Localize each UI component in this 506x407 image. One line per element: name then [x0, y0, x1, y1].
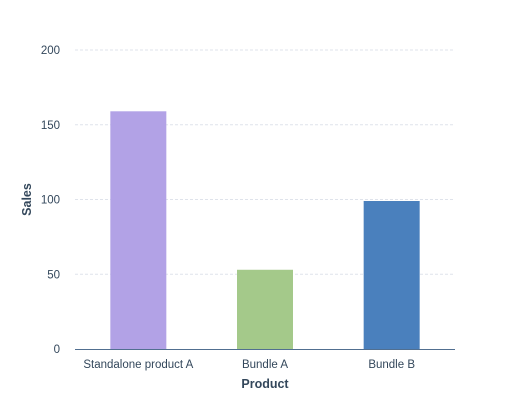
bars [110, 111, 420, 349]
x-tick-label: Bundle A [242, 359, 288, 371]
x-axis-title: Product [241, 377, 289, 391]
x-tick-label: Bundle B [368, 359, 415, 371]
y-tick-label: 100 [41, 195, 60, 207]
y-axis-ticks: 0 50 100 150 200 [41, 45, 60, 356]
bar[interactable] [110, 111, 167, 349]
y-axis-title: Sales [20, 183, 34, 216]
y-tick-label: 50 [47, 269, 60, 281]
x-tick-label: Standalone product A [83, 359, 193, 371]
y-tick-label: 200 [41, 45, 60, 57]
bar[interactable] [237, 269, 293, 349]
bar[interactable] [363, 200, 420, 349]
x-axis-ticks: Standalone product A Bundle A Bundle B [83, 359, 415, 371]
y-tick-label: 150 [41, 120, 60, 132]
y-tick-label: 0 [54, 344, 60, 356]
